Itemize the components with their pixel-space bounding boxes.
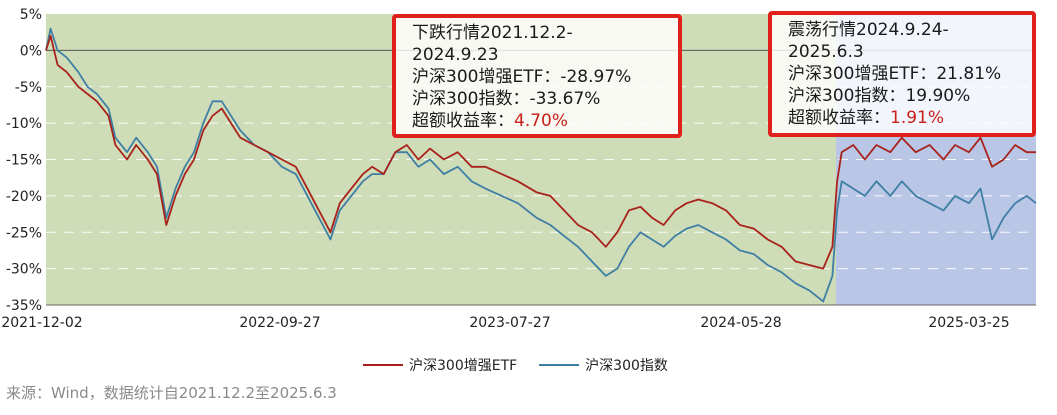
excess-return-value: 4.70%: [514, 111, 569, 131]
x-tick-label: 2023-07-27: [469, 315, 550, 331]
y-tick-label: -30%: [6, 262, 42, 278]
y-tick-label: -5%: [15, 80, 42, 96]
x-tick-label: 2022-09-27: [239, 315, 320, 331]
legend-label-index: 沪深300指数: [585, 358, 668, 374]
annotation-excess-row: 超额收益率：4.70%: [412, 111, 569, 131]
series-line-etf: [45, 34, 1036, 270]
annotation-etf-row: 沪深300增强ETF：21.81%: [788, 64, 1002, 84]
y-tick-label: -15%: [6, 153, 42, 169]
y-axis: 5% 0% -5% -10% -15% -20% -25% -30% -35%: [6, 7, 42, 314]
y-tick-label: 0%: [20, 43, 42, 59]
x-tick-label: 2021-12-02: [1, 315, 82, 331]
y-tick-label: -10%: [6, 116, 42, 132]
x-tick-label: 2025-03-25: [928, 315, 1009, 331]
annotation-title-cont: 2025.6.3: [788, 42, 864, 62]
annotation-title-cont: 2024.9.23: [412, 45, 499, 65]
x-tick-label: 2024-05-28: [700, 315, 781, 331]
y-tick-label: -35%: [6, 298, 42, 314]
y-tick-label: 5%: [20, 7, 42, 23]
y-tick-label: -25%: [6, 225, 42, 241]
legend-item-index: 沪深300指数: [539, 355, 668, 375]
source-note: 来源：Wind，数据统计自2021.12.2至2025.6.3: [6, 384, 337, 402]
range-period-annotation: 震荡行情2024.9.24- 2025.6.3 沪深300增强ETF：21.81…: [768, 11, 1036, 137]
y-tick-label: -20%: [6, 189, 42, 205]
annotation-index-row: 沪深300指数：-33.67%: [412, 89, 601, 109]
annotation-excess-row: 超额收益率：1.91%: [788, 108, 945, 128]
x-axis: 2021-12-02 2022-09-27 2023-07-27 2024-05-28…: [1, 304, 1036, 331]
annotation-title: 震荡行情2024.9.24-: [788, 20, 949, 40]
legend-label-etf: 沪深300增强ETF: [409, 358, 518, 374]
excess-return-value: 1.91%: [890, 108, 945, 128]
annotation-etf-row: 沪深300增强ETF：-28.97%: [412, 67, 632, 87]
legend-swatch-index: [539, 364, 580, 366]
legend-item-etf: 沪深300增强ETF: [363, 355, 517, 375]
annotation-index-row: 沪深300指数：19.90%: [788, 86, 971, 106]
legend-swatch-etf: [363, 364, 403, 366]
decline-period-annotation: 下跌行情2021.12.2- 2024.9.23 沪深300增强ETF：-28.…: [392, 14, 682, 138]
annotation-title: 下跌行情2021.12.2-: [412, 23, 573, 43]
series-group: [45, 27, 1037, 303]
chart-legend: 沪深300增强ETF 沪深300指数: [363, 352, 690, 378]
series-line-index: [45, 27, 1037, 303]
